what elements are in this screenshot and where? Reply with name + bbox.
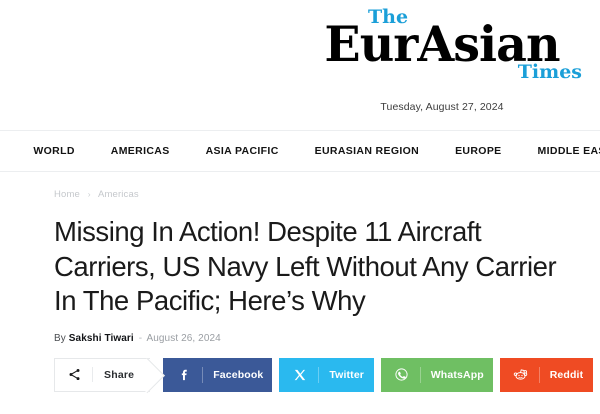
breadcrumb-section[interactable]: Americas xyxy=(98,189,139,200)
share-facebook-label: Facebook xyxy=(213,368,264,381)
share-reddit-label: Reddit xyxy=(549,368,584,381)
share-divider xyxy=(318,366,320,383)
nav-item-asia-pacific[interactable]: ASIA PACIFIC xyxy=(205,145,279,157)
article-content: Home › Americas Missing In Action! Despi… xyxy=(0,189,600,392)
share-divider xyxy=(538,366,540,383)
share-tab-divider xyxy=(92,367,93,383)
facebook-icon xyxy=(176,367,192,382)
byline-author[interactable]: Sakshi Tiwari xyxy=(68,332,134,344)
share-whatsapp-label: WhatsApp xyxy=(430,368,484,381)
logo-main-text: EurAsian xyxy=(324,15,560,73)
logo-wordmark: The EurAsian Times xyxy=(296,6,588,84)
breadcrumb-home[interactable]: Home xyxy=(54,189,80,200)
whatsapp-icon xyxy=(394,367,410,382)
breadcrumb: Home › Americas xyxy=(54,189,600,200)
share-bar: Share Facebook Twitter xyxy=(54,357,600,392)
share-twitter-button[interactable]: Twitter xyxy=(279,357,374,392)
byline-dash: - xyxy=(138,332,143,344)
nav-item-home[interactable]: E xyxy=(0,145,15,157)
share-facebook-button[interactable]: Facebook xyxy=(163,357,273,392)
logo-the-text: The xyxy=(368,6,409,28)
share-whatsapp-button[interactable]: WhatsApp xyxy=(380,357,493,392)
breadcrumb-separator-icon: › xyxy=(87,189,91,199)
nav-item-eurasian-region[interactable]: EURASIAN REGION xyxy=(314,145,420,157)
share-button[interactable]: Share xyxy=(54,357,151,392)
share-button-label: Share xyxy=(104,368,135,381)
share-divider xyxy=(202,366,204,383)
byline-date: August 26, 2024 xyxy=(146,332,221,344)
nav-item-europe[interactable]: EUROPE xyxy=(455,145,502,157)
share-reddit-button[interactable]: Reddit xyxy=(499,357,593,392)
main-navigation: E WORLD AMERICAS ASIA PACIFIC EURASIAN R… xyxy=(0,130,600,172)
article-headline: Missing In Action! Despite 11 Aircraft C… xyxy=(54,216,557,317)
byline-by-label: By xyxy=(54,332,66,344)
site-masthead: The EurAsian Times Tuesday, August 27, 2… xyxy=(0,0,600,130)
masthead-date: Tuesday, August 27, 2024 xyxy=(380,101,504,113)
share-nodes-icon xyxy=(68,368,81,381)
nav-list: E WORLD AMERICAS ASIA PACIFIC EURASIAN R… xyxy=(0,131,600,171)
reddit-icon xyxy=(513,367,529,382)
nav-item-americas[interactable]: AMERICAS xyxy=(110,145,170,157)
site-logo[interactable]: The EurAsian Times xyxy=(296,6,588,84)
nav-item-middle-east[interactable]: MIDDLE EAST xyxy=(537,145,600,157)
nav-item-world[interactable]: WORLD xyxy=(33,145,75,157)
article-byline: By Sakshi Tiwari - August 26, 2024 xyxy=(54,333,600,344)
share-twitter-label: Twitter xyxy=(329,368,365,381)
share-divider xyxy=(419,366,421,383)
x-twitter-icon xyxy=(292,368,308,382)
logo-times-text: Times xyxy=(517,61,582,83)
